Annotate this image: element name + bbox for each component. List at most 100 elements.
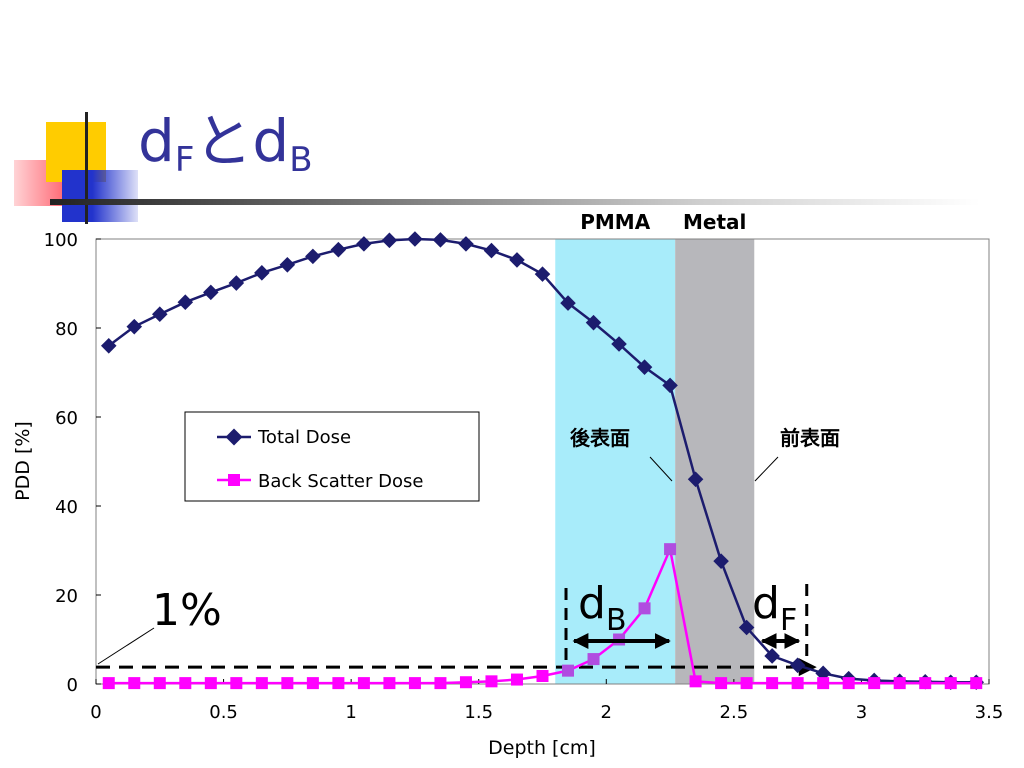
backscatter-point [153,677,166,690]
backscatter-point [893,677,906,690]
backscatter-point [689,675,702,688]
one-percent-leader [97,627,155,665]
total-dose-point [279,257,296,273]
series-line-backscatter [108,544,977,685]
backscatter-point [459,676,472,689]
region-label-metal: Metal [683,210,746,234]
slide-title: dFとdB [138,112,313,177]
legend: Total Dose Back Scatter Dose [184,411,480,502]
y-tick-label: 0 [67,675,78,696]
total-dose-point [713,553,729,569]
back-surface-label: 後表面 [570,426,630,450]
backscatter-point [179,677,192,690]
dF-label-main: d [752,578,780,629]
backscatter-point [562,664,575,677]
total-dose-point [483,242,500,259]
total-dose-point [738,619,755,636]
region-label-pmma: PMMA [580,210,650,234]
backscatter-point [715,677,728,690]
legend-label-total: Total Dose [257,427,351,448]
title-part: d [138,107,175,175]
legend-marker-backscatter [228,474,240,486]
backscatter-point [332,677,345,690]
total-dose-point [407,231,423,247]
total-dose-point [177,294,194,310]
backscatter-point [842,677,855,690]
region-pmma [555,239,676,684]
legend-marker-total [225,428,243,446]
backscatter-point [383,677,396,690]
backscatter-point [230,677,243,690]
backscatter-point [791,677,804,690]
total-dose-point [789,657,806,674]
backscatter-point [281,677,294,690]
backscatter-point [434,677,447,690]
total-dose-point [254,265,270,281]
legend-box [184,411,480,502]
y-tick-label: 20 [55,586,78,607]
x-axis-label: Depth [cm] [488,737,596,759]
one-percent-label: 1% [152,585,222,636]
total-dose-point [305,248,321,265]
x-tick-label: 2 [601,702,612,723]
x-tick-label: 1 [345,702,356,723]
decor-vertical-line [85,112,88,224]
backscatter-point [204,677,217,690]
y-axis-label: PDD [%] [12,421,34,501]
y-tick-label: 60 [55,408,78,429]
backscatter-point [766,677,779,690]
total-dose-point [432,232,449,248]
title-part: とd [194,107,290,175]
dF-label: dF [752,578,797,638]
backscatter-point [485,675,498,688]
x-tick-label: 0.5 [209,702,238,723]
backscatter-point [255,677,268,690]
x-tick-label: 3.5 [975,702,1004,723]
title-underline [50,199,980,205]
y-tick-label: 80 [55,319,78,340]
y-tick-label: 100 [44,230,78,251]
front-surface-label: 前表面 [780,426,840,450]
backscatter-point [868,677,881,690]
title-subscript: B [289,140,313,180]
back-surface-leader [649,456,673,482]
backscatter-point [944,677,957,690]
threshold-arrowhead [798,658,817,677]
backscatter-point [357,677,370,690]
dB-label: dB [578,578,627,638]
dB-label-main: d [578,578,606,629]
total-dose-point [330,241,347,258]
backscatter-point [536,669,549,682]
total-dose-point [228,275,245,291]
backscatter-point [740,677,753,690]
front-surface-leader [754,456,779,482]
backscatter-point [664,543,677,556]
backscatter-point [919,677,932,690]
total-dose-point [356,236,372,252]
backscatter-point [128,677,141,690]
backscatter-point [817,677,830,690]
total-dose-point [458,236,474,252]
plot-area-frame [95,238,990,685]
total-dose-point [126,318,143,335]
backscatter-point [638,602,651,615]
backscatter-point [970,677,983,690]
backscatter-point [587,653,600,666]
title-subscript: F [174,140,195,180]
total-dose-point [509,252,525,268]
x-tick-label: 3 [856,702,867,723]
backscatter-point [306,677,319,690]
dF-label-sub: F [780,603,797,638]
y-tick-label: 40 [55,497,78,518]
x-tick-label: 0 [90,702,101,723]
total-dose-point [152,306,168,322]
dB-label-sub: B [606,603,627,638]
legend-label-backscatter: Back Scatter Dose [258,471,423,492]
total-dose-point [764,648,780,664]
x-tick-label: 2.5 [720,702,749,723]
backscatter-point [102,677,115,690]
x-tick-label: 1.5 [464,702,493,723]
total-dose-point [381,232,398,249]
backscatter-point [408,677,421,690]
